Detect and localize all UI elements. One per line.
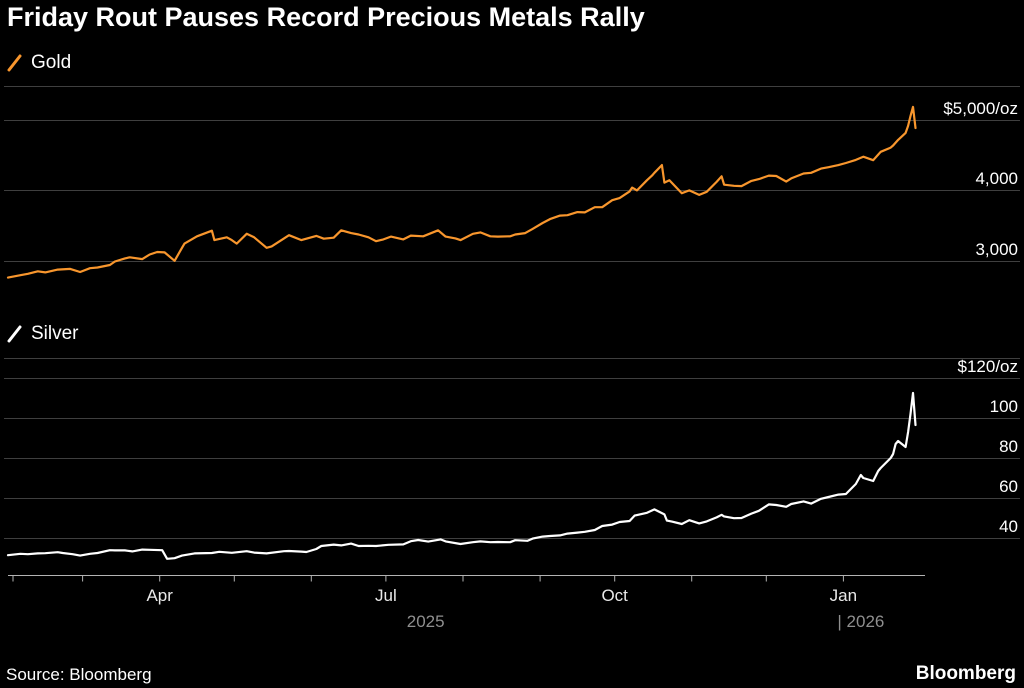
- x-axis-label: Jul: [375, 586, 397, 605]
- chart-title: Friday Rout Pauses Record Precious Metal…: [7, 2, 645, 32]
- year-label-2026: | 2026: [837, 612, 885, 631]
- gridline: [4, 458, 1020, 459]
- gridline: [4, 260, 1020, 262]
- y-axis-label: 40: [999, 517, 1018, 536]
- gold-legend: Gold: [7, 52, 71, 74]
- y-axis-label: 100: [989, 397, 1018, 416]
- gridline: [4, 538, 1020, 539]
- year-label-2025: 2025: [406, 612, 445, 631]
- gridline: [4, 498, 1020, 499]
- gridline: [4, 190, 1020, 192]
- gold-panel-top-line: [4, 86, 1020, 87]
- y-axis-label: 80: [999, 437, 1018, 456]
- y-axis-label: $120/oz: [957, 357, 1019, 376]
- silver-panel-top-line: [4, 358, 1020, 359]
- x-axis-label: Jan: [829, 586, 858, 605]
- gold-price-line: [6, 105, 917, 279]
- gold-series-slash-icon: [7, 54, 22, 72]
- gridline: [4, 418, 1020, 419]
- x-axis-ticks: [12, 575, 844, 582]
- x-axis-label: Apr: [146, 586, 173, 605]
- gridline: [4, 120, 1020, 122]
- bloomberg-logo: Bloomberg: [915, 663, 1016, 684]
- x-axis-label: Oct: [601, 586, 628, 605]
- silver-series-slash-icon: [7, 325, 22, 343]
- silver-legend: Silver: [7, 323, 79, 345]
- y-axis-label: 60: [999, 477, 1018, 496]
- y-axis-label: 3,000: [975, 239, 1018, 259]
- silver-legend-label: Silver: [31, 323, 79, 344]
- y-axis-label: 4,000: [975, 169, 1018, 189]
- y-axis-label: $5,000/oz: [943, 99, 1018, 119]
- silver-price-line: [6, 391, 917, 560]
- gridline: [4, 378, 1020, 379]
- gold-legend-label: Gold: [31, 52, 72, 73]
- source-note: Source: Bloomberg: [6, 665, 152, 684]
